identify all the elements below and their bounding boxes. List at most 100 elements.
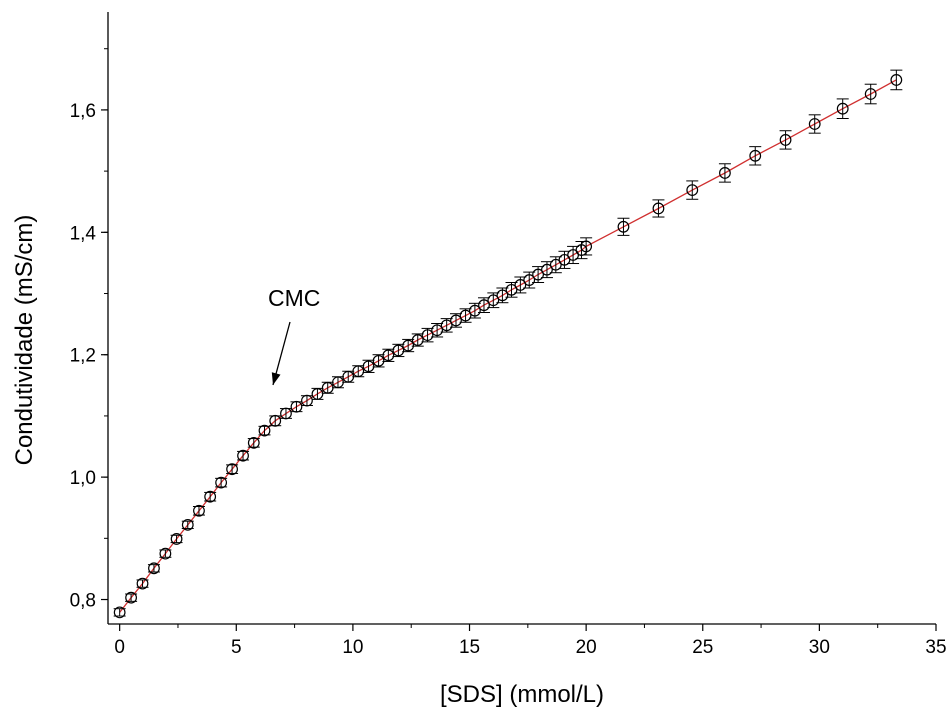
data-point: [136, 577, 149, 590]
point-marker: [382, 349, 395, 362]
point-marker: [311, 387, 324, 400]
x-tick-label: 10: [342, 637, 363, 658]
point-marker: [864, 88, 877, 100]
point-marker: [237, 449, 249, 462]
plot-area: [108, 12, 936, 624]
data-point: [147, 562, 160, 575]
y-tick-label: 1,0: [70, 468, 96, 489]
point-marker: [487, 294, 500, 307]
point-marker: [836, 102, 849, 115]
data-point: [125, 591, 138, 604]
x-axis-title: [SDS] (mmol/L): [440, 681, 604, 708]
data-point: [311, 387, 324, 400]
point-marker: [686, 184, 699, 196]
y-axis-title: Condutividade (mS/cm): [11, 215, 38, 466]
x-tick-label: 0: [114, 637, 125, 658]
data-point: [290, 400, 303, 413]
data-point: [808, 114, 821, 134]
data-points: [113, 69, 903, 619]
point-marker: [514, 279, 527, 291]
point-marker: [459, 309, 472, 322]
point-marker: [204, 490, 217, 503]
point-marker: [113, 606, 126, 619]
point-marker: [170, 533, 183, 545]
point-marker: [468, 304, 481, 317]
data-point: [890, 69, 903, 91]
point-marker: [280, 407, 292, 420]
data-point: [192, 504, 205, 517]
data-point: [836, 98, 849, 119]
data-point: [352, 365, 365, 378]
x-tick-label: 20: [576, 637, 597, 658]
point-marker: [541, 263, 553, 276]
data-point: [247, 436, 260, 449]
x-tick-label: 25: [692, 637, 713, 658]
point-marker: [148, 562, 160, 575]
data-point: [402, 338, 415, 353]
point-marker: [749, 149, 762, 162]
point-marker: [478, 299, 490, 312]
data-point: [279, 407, 292, 420]
point-marker: [558, 253, 571, 266]
data-point: [226, 463, 239, 476]
data-point: [431, 323, 444, 338]
data-point: [258, 424, 271, 437]
data-point: [181, 518, 194, 531]
point-marker: [505, 283, 518, 296]
cmc-annotation: CMC: [268, 285, 320, 311]
point-marker: [549, 258, 562, 271]
x-tick-label: 35: [925, 637, 946, 658]
point-marker: [392, 344, 405, 357]
point-marker: [159, 547, 172, 560]
point-marker: [808, 118, 821, 130]
point-marker: [402, 339, 415, 352]
point-marker: [301, 394, 313, 407]
data-point: [382, 348, 395, 362]
point-marker: [258, 424, 271, 437]
point-marker: [269, 414, 282, 427]
data-point: [617, 217, 630, 236]
axes: [107, 12, 936, 625]
x-axis-ticks: 0 5 10 15 20 25 30 35: [114, 624, 947, 658]
data-point: [864, 83, 877, 105]
data-point: [113, 606, 126, 619]
x-tick-label: 5: [231, 637, 242, 658]
point-marker: [523, 274, 536, 286]
cmc-arrow-head: [271, 372, 281, 385]
point-marker: [421, 329, 434, 342]
point-marker: [411, 334, 424, 346]
data-point: [392, 343, 405, 358]
point-marker: [440, 319, 453, 332]
point-marker: [193, 504, 205, 517]
point-marker: [352, 365, 365, 378]
point-marker: [247, 436, 260, 449]
data-point: [269, 414, 282, 427]
data-point: [204, 490, 217, 503]
point-marker: [362, 360, 375, 373]
data-point: [779, 130, 792, 150]
data-point: [411, 333, 424, 347]
data-point: [549, 256, 562, 274]
point-marker: [532, 268, 544, 281]
y-tick-label: 0,8: [70, 591, 96, 612]
point-marker: [226, 463, 238, 476]
point-marker: [779, 134, 792, 146]
data-point: [170, 533, 183, 545]
y-axis-ticks: 0,8 1,0 1,2 1,4 1,6: [70, 48, 108, 612]
data-point: [362, 359, 375, 373]
data-point: [749, 146, 762, 166]
point-marker: [496, 289, 509, 302]
data-point: [558, 250, 571, 269]
point-marker: [136, 577, 149, 590]
point-marker: [215, 476, 228, 489]
point-marker: [372, 354, 385, 367]
point-marker: [181, 518, 194, 531]
point-marker: [290, 400, 303, 413]
y-tick-label: 1,4: [70, 223, 97, 244]
point-marker: [719, 167, 731, 179]
data-point: [159, 547, 172, 560]
point-marker: [890, 74, 903, 86]
data-point: [514, 276, 527, 294]
y-tick-label: 1,6: [70, 101, 96, 122]
